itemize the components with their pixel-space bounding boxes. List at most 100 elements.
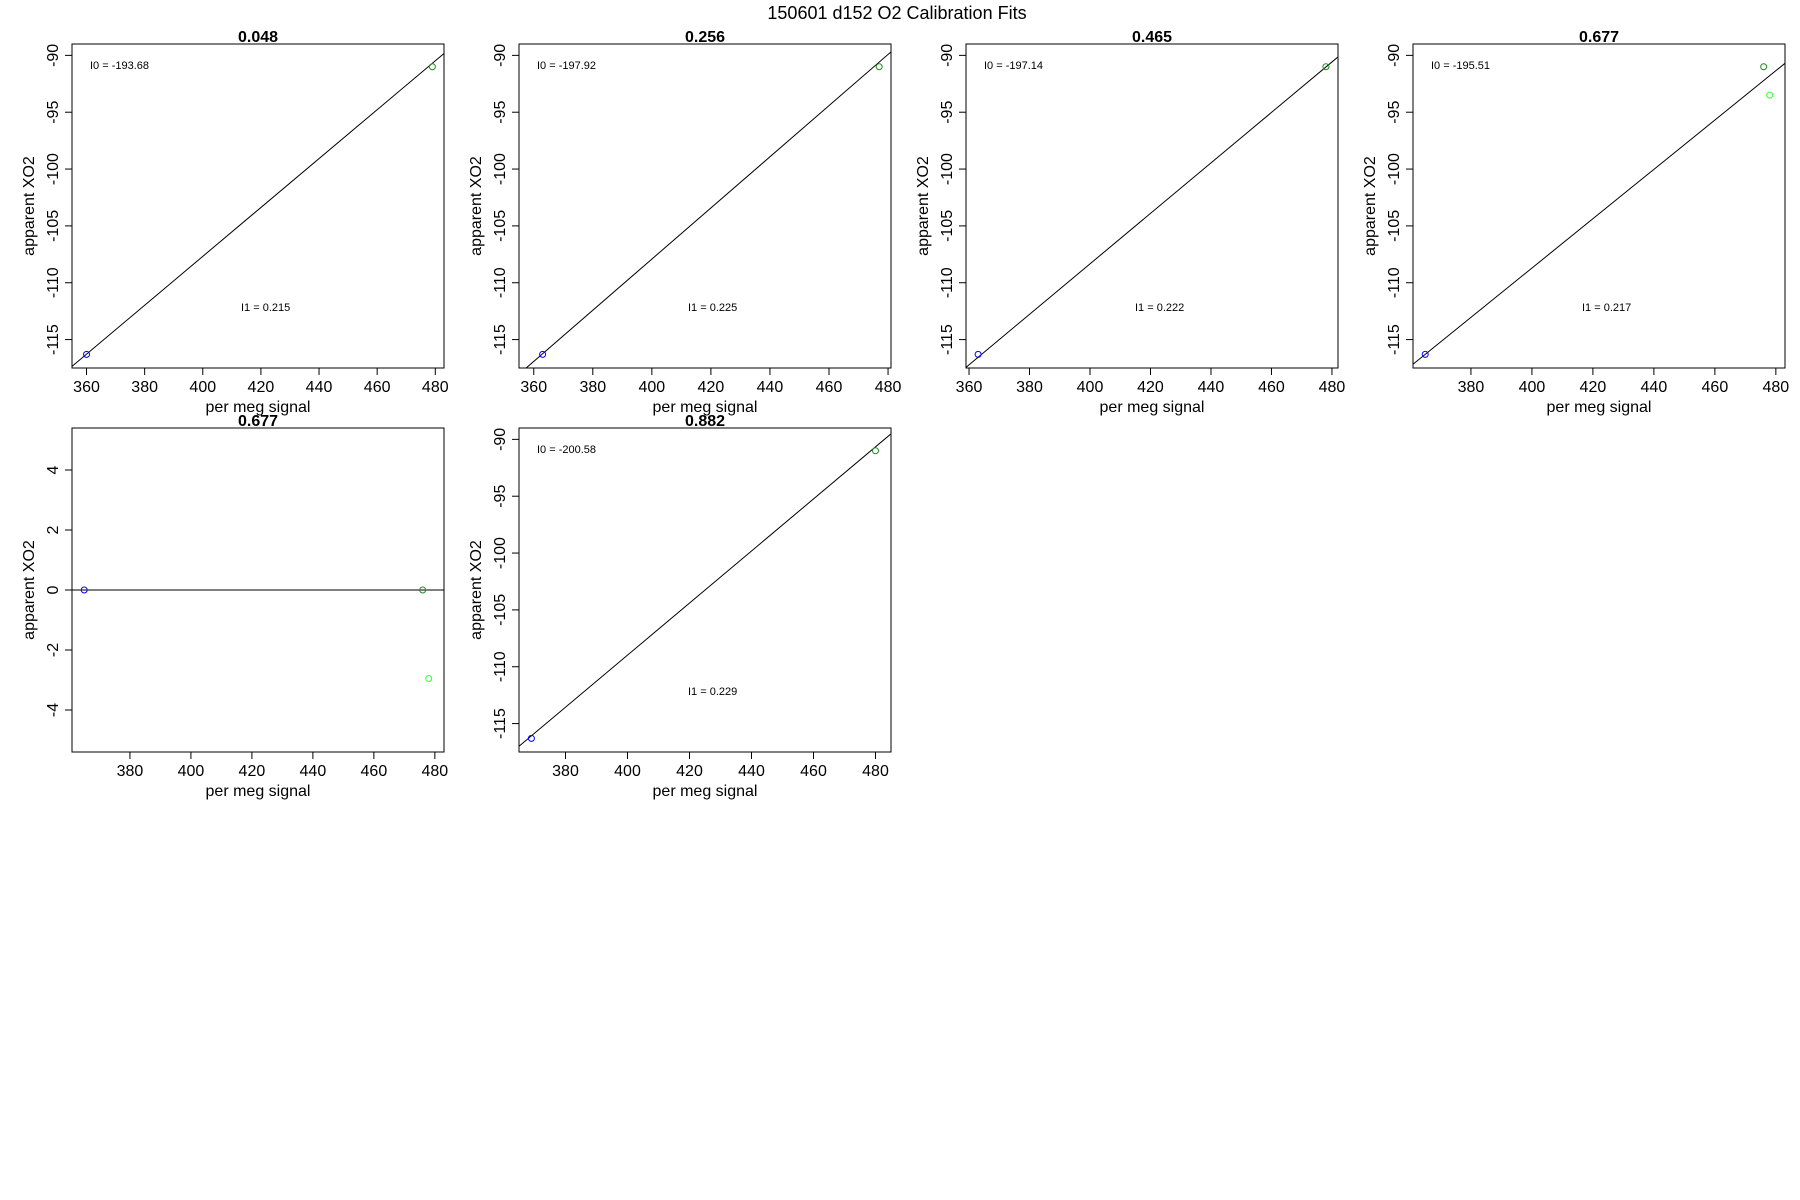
x-tick-label: 460 bbox=[1702, 379, 1729, 396]
x-axis-label: per meg signal bbox=[653, 399, 758, 416]
x-tick-label: 400 bbox=[614, 763, 641, 780]
y-tick-label: -4 bbox=[45, 703, 62, 717]
slope-annotation: I1 = 0.217 bbox=[1582, 302, 1631, 314]
panel-title: 0.677 bbox=[1579, 29, 1619, 46]
x-axis-label: per meg signal bbox=[206, 399, 311, 416]
y-tick-label: -110 bbox=[492, 267, 509, 298]
x-tick-label: 420 bbox=[248, 379, 275, 396]
y-tick-label: -105 bbox=[45, 210, 62, 242]
y-tick-label: -110 bbox=[45, 267, 62, 298]
x-tick-label: 360 bbox=[520, 379, 547, 396]
fit-line bbox=[72, 53, 444, 367]
y-tick-label: -90 bbox=[492, 428, 509, 451]
y-tick-label: 0 bbox=[45, 585, 62, 594]
calibration-panel: 0.677 380 400 420 440 460 480 per meg signal -90… bbox=[1362, 29, 1789, 416]
x-tick-label: 360 bbox=[73, 379, 100, 396]
x-tick-label: 420 bbox=[1137, 379, 1164, 396]
x-tick-label: 380 bbox=[579, 379, 606, 396]
data-point bbox=[419, 586, 427, 594]
fit-line bbox=[1413, 62, 1785, 365]
y-tick-label: -90 bbox=[492, 44, 509, 67]
intercept-annotation: I0 = -197.14 bbox=[984, 60, 1043, 72]
x-axis-label: per meg signal bbox=[653, 783, 758, 800]
x-tick-label: 440 bbox=[757, 379, 784, 396]
y-tick-label: 2 bbox=[45, 525, 62, 534]
y-tick-label: -105 bbox=[492, 594, 509, 626]
x-tick-label: 460 bbox=[361, 763, 388, 780]
y-tick-label: -95 bbox=[1386, 101, 1403, 124]
y-axis-label: apparent XO2 bbox=[1362, 156, 1379, 256]
y-tick-label: -95 bbox=[939, 101, 956, 124]
intercept-annotation: I0 = -197.92 bbox=[537, 60, 596, 72]
slope-annotation: I1 = 0.225 bbox=[688, 302, 737, 314]
y-tick-label: -2 bbox=[45, 643, 62, 657]
y-tick-label: -115 bbox=[492, 708, 509, 739]
y-axis-label: apparent XO2 bbox=[21, 156, 38, 256]
y-tick-label: 4 bbox=[45, 465, 62, 474]
y-tick-label: -100 bbox=[1386, 153, 1403, 185]
plot-frame bbox=[965, 43, 1339, 369]
x-tick-label: 380 bbox=[1458, 379, 1485, 396]
data-point bbox=[974, 350, 982, 358]
x-tick-label: 400 bbox=[1077, 379, 1104, 396]
calibration-panel: 0.465 360 380 400 420 440 460 480 per meg signal… bbox=[915, 29, 1345, 416]
panel-title: 0.465 bbox=[1132, 29, 1172, 46]
x-tick-label: 440 bbox=[306, 379, 333, 396]
figure-title: 150601 d152 O2 Calibration Fits bbox=[767, 3, 1026, 23]
data-point bbox=[83, 350, 91, 358]
x-tick-label: 400 bbox=[178, 763, 205, 780]
panel-title: 0.677 bbox=[238, 413, 278, 430]
x-tick-label: 480 bbox=[1763, 379, 1790, 396]
y-tick-label: -100 bbox=[492, 537, 509, 569]
y-tick-label: -115 bbox=[939, 324, 956, 355]
y-tick-label: -100 bbox=[492, 153, 509, 185]
y-tick-label: -90 bbox=[939, 44, 956, 67]
panel-title: 0.256 bbox=[685, 29, 725, 46]
data-point bbox=[80, 586, 88, 594]
plot-frame bbox=[1412, 43, 1786, 369]
x-tick-label: 420 bbox=[239, 763, 266, 780]
x-tick-label: 420 bbox=[698, 379, 725, 396]
y-tick-label: -110 bbox=[492, 651, 509, 682]
data-point bbox=[1760, 63, 1768, 71]
y-tick-label: -105 bbox=[939, 210, 956, 242]
x-tick-label: 440 bbox=[1641, 379, 1668, 396]
x-tick-label: 380 bbox=[552, 763, 579, 780]
x-tick-label: 380 bbox=[1016, 379, 1043, 396]
y-tick-label: -95 bbox=[45, 101, 62, 124]
panel-title: 0.048 bbox=[238, 29, 278, 46]
x-tick-label: 440 bbox=[300, 763, 327, 780]
x-tick-label: 460 bbox=[364, 379, 391, 396]
y-axis-label: apparent XO2 bbox=[915, 156, 932, 256]
x-tick-label: 380 bbox=[131, 379, 158, 396]
y-tick-label: -90 bbox=[45, 44, 62, 67]
slope-annotation: I1 = 0.229 bbox=[688, 686, 737, 698]
x-axis-label: per meg signal bbox=[206, 783, 311, 800]
y-tick-label: -115 bbox=[1386, 324, 1403, 355]
y-tick-label: -115 bbox=[492, 324, 509, 355]
fit-line bbox=[525, 51, 891, 368]
data-point bbox=[425, 675, 433, 682]
x-tick-label: 400 bbox=[1519, 379, 1546, 396]
data-point bbox=[1322, 63, 1330, 71]
x-tick-label: 400 bbox=[639, 379, 666, 396]
data-point bbox=[1421, 350, 1429, 358]
calibration-panel: 0.882 380 400 420 440 460 480 per meg signal -90… bbox=[468, 413, 892, 800]
x-tick-label: 440 bbox=[1198, 379, 1225, 396]
x-tick-label: 480 bbox=[422, 379, 449, 396]
fit-line bbox=[519, 433, 891, 747]
calibration-panel: 0.256 360 380 400 420 440 460 480 per meg signal… bbox=[468, 29, 901, 416]
x-tick-label: 360 bbox=[956, 379, 983, 396]
y-tick-label: -110 bbox=[939, 267, 956, 298]
data-point bbox=[527, 734, 535, 742]
y-tick-label: -90 bbox=[1386, 44, 1403, 67]
y-tick-label: -115 bbox=[45, 324, 62, 355]
intercept-annotation: I0 = -200.58 bbox=[537, 444, 596, 456]
plot-frame bbox=[518, 43, 892, 369]
slope-annotation: I1 = 0.222 bbox=[1135, 302, 1184, 314]
x-tick-label: 460 bbox=[816, 379, 843, 396]
data-point bbox=[872, 447, 879, 455]
panel-title: 0.882 bbox=[685, 413, 725, 430]
x-tick-label: 420 bbox=[1580, 379, 1607, 396]
